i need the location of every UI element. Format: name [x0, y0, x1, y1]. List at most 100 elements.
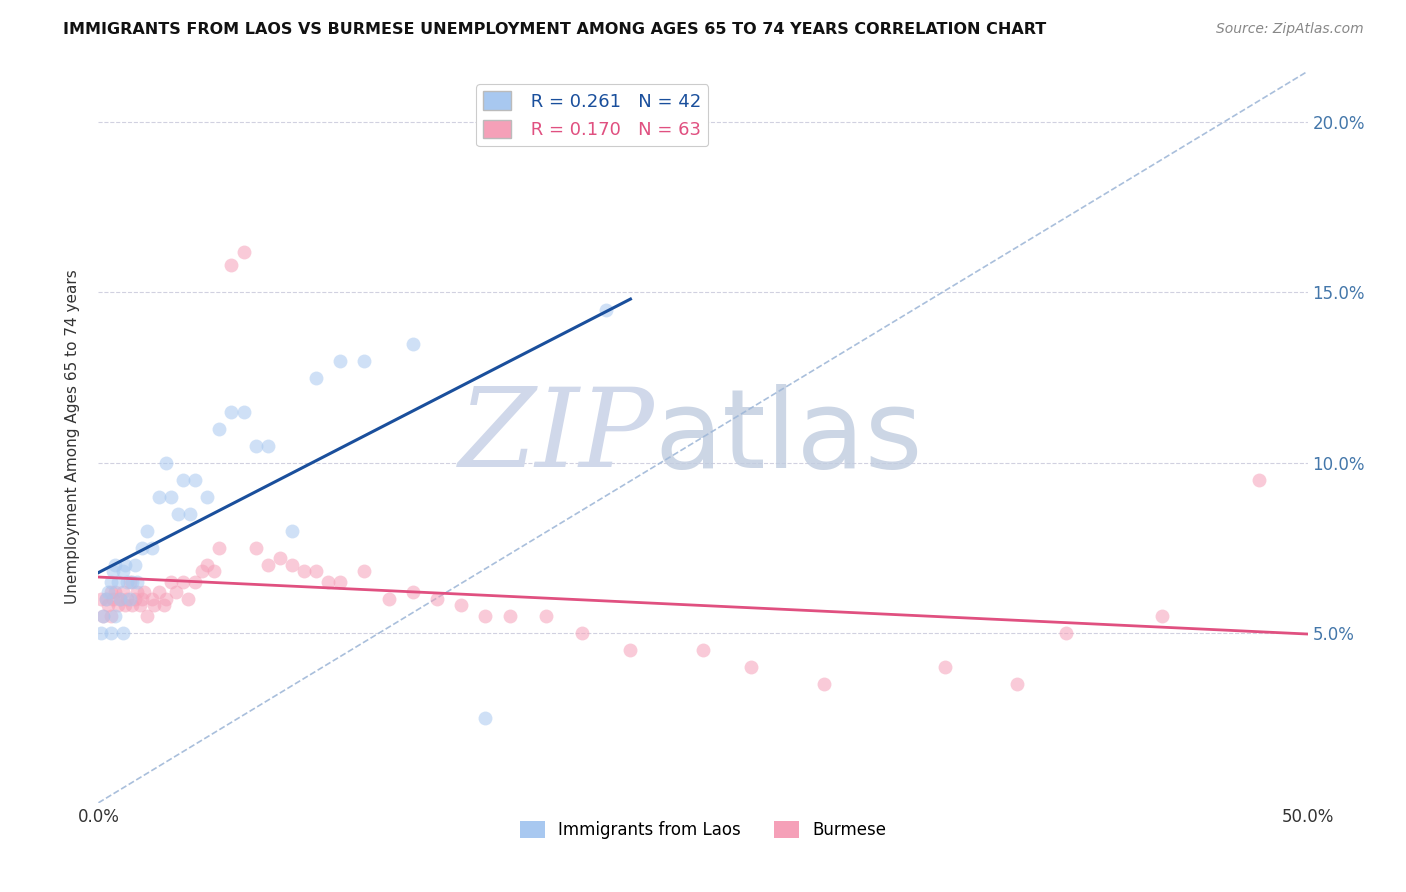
Point [155, 456, 177, 470]
Point [100, 574, 122, 589]
Point [100, 585, 122, 599]
Point [329, 353, 352, 368]
Point [1007, 677, 1029, 691]
Point [114, 599, 136, 613]
Point [305, 370, 328, 384]
Point [740, 659, 762, 673]
Point [195, 558, 218, 572]
Point [111, 625, 134, 640]
Point [256, 439, 278, 453]
Point [184, 473, 207, 487]
Point [1249, 473, 1271, 487]
Point [195, 490, 218, 504]
Point [108, 591, 131, 606]
Point [141, 541, 163, 555]
Point [177, 591, 200, 606]
Point [148, 490, 170, 504]
Point [329, 574, 352, 589]
Point [167, 507, 190, 521]
Point [316, 574, 339, 589]
Point [111, 585, 134, 599]
Point [128, 599, 150, 613]
Point [269, 550, 291, 565]
Text: atlas: atlas [655, 384, 924, 491]
Point [117, 574, 139, 589]
Point [353, 353, 375, 368]
Point [97, 599, 120, 613]
Point [1054, 625, 1077, 640]
Point [245, 541, 267, 555]
Point [101, 591, 124, 606]
Point [204, 565, 226, 579]
Point [135, 608, 157, 623]
Point [377, 591, 399, 606]
Point [107, 599, 129, 613]
Point [94, 591, 117, 606]
Point [450, 599, 472, 613]
Point [104, 558, 127, 572]
Point [160, 490, 183, 504]
Point [91, 608, 114, 623]
Point [292, 565, 315, 579]
Point [104, 585, 127, 599]
Point [94, 591, 117, 606]
Point [134, 585, 156, 599]
Point [124, 591, 146, 606]
Point [104, 608, 127, 623]
Point [571, 625, 593, 640]
Point [90, 625, 112, 640]
Point [221, 258, 243, 272]
Point [118, 591, 141, 606]
Point [118, 574, 141, 589]
Point [692, 642, 714, 657]
Point [426, 591, 449, 606]
Point [155, 591, 177, 606]
Legend: Immigrants from Laos, Burmese: Immigrants from Laos, Burmese [513, 814, 893, 846]
Point [208, 421, 231, 435]
Point [90, 591, 112, 606]
Point [934, 659, 956, 673]
Point [245, 439, 267, 453]
Point [1152, 608, 1174, 623]
Point [114, 558, 136, 572]
Point [135, 524, 157, 538]
Point [595, 302, 617, 317]
Text: IMMIGRANTS FROM LAOS VS BURMESE UNEMPLOYMENT AMONG AGES 65 TO 74 YEARS CORRELATI: IMMIGRANTS FROM LAOS VS BURMESE UNEMPLOY… [63, 22, 1046, 37]
Point [108, 591, 131, 606]
Point [305, 565, 328, 579]
Point [256, 558, 278, 572]
Point [534, 608, 557, 623]
Point [402, 585, 425, 599]
Point [127, 574, 149, 589]
Point [172, 574, 194, 589]
Point [160, 574, 183, 589]
Point [498, 608, 520, 623]
Point [101, 565, 124, 579]
Point [474, 608, 496, 623]
Point [100, 608, 122, 623]
Point [121, 599, 143, 613]
Point [152, 599, 174, 613]
Point [208, 541, 231, 555]
Point [619, 642, 641, 657]
Point [281, 524, 304, 538]
Point [474, 711, 496, 725]
Point [117, 591, 139, 606]
Point [402, 336, 425, 351]
Text: ZIP: ZIP [458, 384, 655, 491]
Point [232, 244, 254, 259]
Point [131, 591, 153, 606]
Point [121, 574, 143, 589]
Point [91, 608, 114, 623]
Point [124, 558, 146, 572]
Point [179, 507, 201, 521]
Text: Source: ZipAtlas.com: Source: ZipAtlas.com [1216, 22, 1364, 37]
Point [813, 677, 835, 691]
Point [148, 585, 170, 599]
Point [172, 473, 194, 487]
Y-axis label: Unemployment Among Ages 65 to 74 years: Unemployment Among Ages 65 to 74 years [65, 269, 80, 605]
Point [232, 404, 254, 418]
Point [184, 574, 207, 589]
Point [353, 565, 375, 579]
Point [221, 404, 243, 418]
